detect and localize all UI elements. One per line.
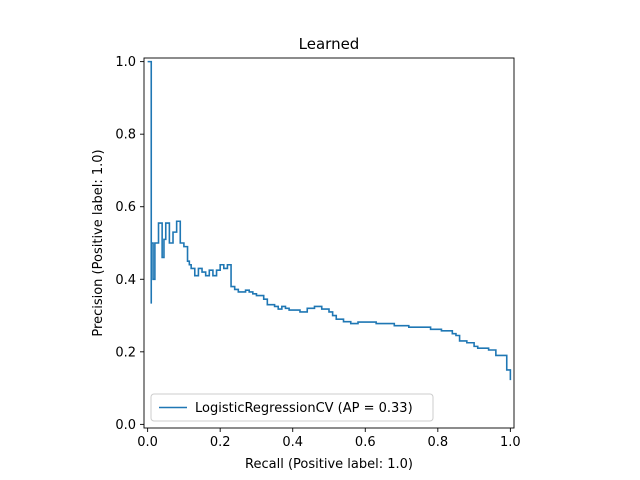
y-axis-ticks: 0.0 0.2 0.4 0.6 0.8 1.0 <box>115 55 144 433</box>
y-axis-label: Precision (Positive label: 1.0) <box>91 149 106 336</box>
x-tick-label: 1.0 <box>500 435 521 450</box>
y-tick-label: 1.0 <box>115 55 136 70</box>
y-tick-label: 0.6 <box>115 200 136 215</box>
x-axis-label: Recall (Positive label: 1.0) <box>245 457 413 472</box>
legend-label: LogisticRegressionCV (AP = 0.33) <box>195 401 413 416</box>
y-tick-label: 0.8 <box>115 128 136 143</box>
axes-frame <box>143 57 515 429</box>
legend-box <box>150 393 434 422</box>
plot-area <box>147 60 512 381</box>
x-tick-label: 0.4 <box>282 435 303 450</box>
legend: LogisticRegressionCV (AP = 0.33) <box>150 393 434 422</box>
y-tick-label: 0.4 <box>115 273 136 288</box>
y-tick-label: 0.2 <box>115 345 136 360</box>
pr-curve-line <box>147 60 512 381</box>
x-tick-label: 0.6 <box>355 435 376 450</box>
chart-title: Learned <box>299 35 360 53</box>
x-tick-label: 0.2 <box>210 435 231 450</box>
x-tick-label: 0.8 <box>427 435 448 450</box>
x-axis-ticks: 0.0 0.2 0.4 0.6 0.8 1.0 <box>137 428 521 450</box>
y-tick-label: 0.0 <box>115 418 136 433</box>
x-tick-label: 0.0 <box>137 435 158 450</box>
